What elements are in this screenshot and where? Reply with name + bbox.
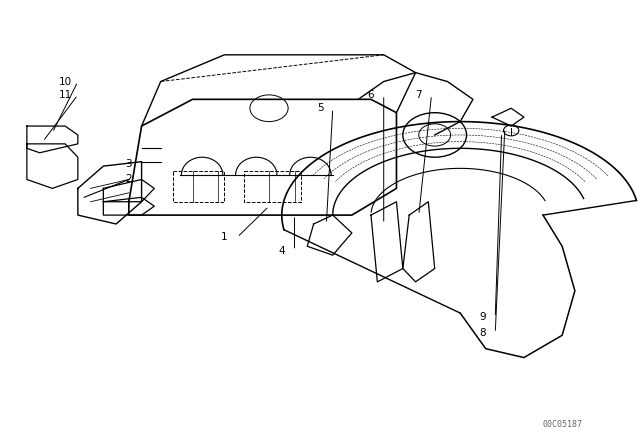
Text: 5: 5	[317, 103, 323, 113]
Text: 00C05187: 00C05187	[542, 420, 582, 429]
Text: 8: 8	[479, 328, 486, 338]
Text: 3: 3	[125, 159, 132, 169]
Text: 10: 10	[58, 77, 72, 86]
Text: 4: 4	[278, 246, 285, 256]
Text: 11: 11	[58, 90, 72, 100]
Text: 7: 7	[415, 90, 422, 100]
Text: 1: 1	[221, 233, 228, 242]
Text: 6: 6	[367, 90, 374, 100]
Text: 2: 2	[125, 174, 132, 185]
Text: 9: 9	[479, 313, 486, 323]
